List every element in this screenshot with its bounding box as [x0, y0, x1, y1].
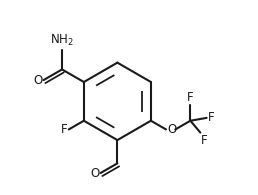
- Text: F: F: [61, 123, 68, 136]
- Text: F: F: [201, 134, 208, 147]
- Text: O: O: [167, 123, 176, 136]
- Text: F: F: [208, 111, 215, 124]
- Text: NH$_2$: NH$_2$: [50, 33, 74, 48]
- Text: O: O: [34, 74, 43, 87]
- Text: F: F: [187, 91, 194, 104]
- Text: O: O: [90, 167, 100, 180]
